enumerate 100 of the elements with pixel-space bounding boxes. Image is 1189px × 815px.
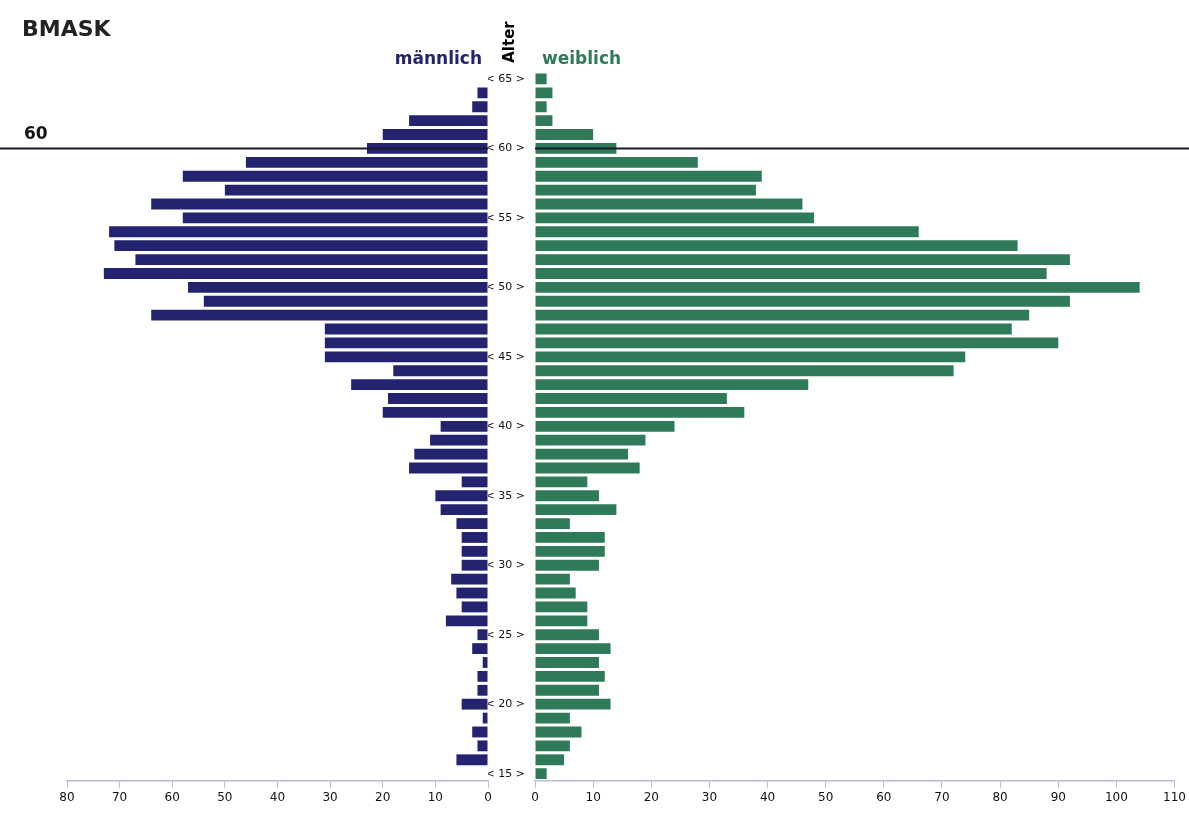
- bar: [535, 73, 547, 85]
- bar: [440, 504, 488, 516]
- bar: [351, 379, 488, 391]
- x-tick-label: 80: [59, 789, 75, 804]
- bar: [182, 170, 488, 182]
- bar: [482, 657, 488, 668]
- bar: [535, 129, 594, 140]
- bar: [535, 365, 954, 377]
- bar: [461, 698, 488, 710]
- bar: [461, 601, 488, 613]
- bar: [535, 406, 745, 418]
- bar: [461, 545, 488, 557]
- x-tick-label: 60: [876, 789, 892, 804]
- bar: [535, 740, 570, 752]
- bar: [535, 101, 547, 113]
- bar: [245, 156, 488, 168]
- bar: [535, 684, 599, 696]
- bar: [445, 615, 488, 627]
- bar: [477, 87, 488, 99]
- x-tick-label: 50: [217, 789, 233, 804]
- bar: [393, 365, 488, 377]
- x-tick-label: 60: [164, 789, 180, 804]
- bar: [103, 268, 488, 279]
- series-label: weiblich: [542, 48, 622, 68]
- bar: [535, 309, 1030, 321]
- x-tick-label: 20: [375, 789, 391, 804]
- x-tick-label: 110: [1163, 789, 1186, 804]
- ref-line-label: 60: [24, 123, 48, 144]
- bar: [109, 226, 488, 238]
- bar: [114, 240, 488, 252]
- bar: [535, 657, 599, 668]
- bar: [535, 420, 675, 432]
- bar: [456, 518, 488, 529]
- bar: [324, 337, 488, 349]
- bar: [382, 406, 488, 418]
- bar: [188, 281, 488, 293]
- x-tick-label: 70: [111, 789, 128, 804]
- bar: [535, 532, 605, 543]
- bar: [414, 448, 488, 460]
- bar: [477, 740, 488, 752]
- bar: [535, 629, 599, 641]
- bar: [535, 698, 611, 710]
- bar: [535, 226, 919, 238]
- bar: [535, 573, 570, 585]
- bar: [482, 712, 488, 724]
- bar: [182, 212, 488, 224]
- chart-title: BMASK: [22, 16, 111, 41]
- bar: [461, 476, 488, 488]
- bar: [535, 281, 1140, 293]
- bar: [535, 379, 809, 391]
- bar: [535, 518, 570, 529]
- bar: [203, 295, 488, 307]
- bar: [461, 532, 488, 543]
- bar: [440, 420, 488, 432]
- bar: [535, 184, 756, 196]
- bar: [535, 768, 547, 780]
- bar: [535, 323, 1012, 335]
- bar: [472, 643, 488, 655]
- bar: [224, 184, 488, 196]
- bar: [451, 573, 488, 585]
- bar: [409, 115, 488, 127]
- bar: [324, 351, 488, 363]
- bar: [535, 462, 640, 474]
- bar: [535, 726, 582, 738]
- bar: [535, 393, 727, 404]
- y-axis-title: Alter: [500, 21, 518, 63]
- bar: [535, 212, 815, 224]
- x-tick-label: 10: [427, 789, 444, 804]
- x-tick-label: 0: [531, 789, 539, 804]
- bar: [535, 754, 565, 766]
- bar: [535, 601, 588, 613]
- bar: [535, 156, 698, 168]
- bar: [535, 476, 588, 488]
- bar: [535, 448, 629, 460]
- bar: [472, 726, 488, 738]
- bar: [535, 587, 576, 599]
- bar: [382, 129, 488, 140]
- bar: [324, 323, 488, 335]
- bar: [535, 254, 1070, 265]
- bar: [535, 434, 646, 446]
- bar: [135, 254, 488, 265]
- bar: [535, 268, 1047, 279]
- x-tick-label: 40: [269, 789, 286, 804]
- bar: [535, 337, 1059, 349]
- bar: [456, 587, 488, 599]
- x-tick-label: 10: [585, 789, 601, 804]
- bar: [535, 545, 605, 557]
- x-tick-label: 100: [1104, 789, 1128, 804]
- bar: [472, 101, 488, 113]
- bar: [535, 615, 588, 627]
- bar: [388, 393, 488, 404]
- bar: [535, 240, 1018, 252]
- bar: [435, 490, 488, 502]
- x-tick-label: 30: [701, 789, 718, 804]
- bar: [535, 559, 599, 571]
- bar: [535, 351, 966, 363]
- bar: [151, 309, 488, 321]
- bar: [535, 295, 1070, 307]
- bar: [535, 490, 599, 502]
- bar: [535, 170, 762, 182]
